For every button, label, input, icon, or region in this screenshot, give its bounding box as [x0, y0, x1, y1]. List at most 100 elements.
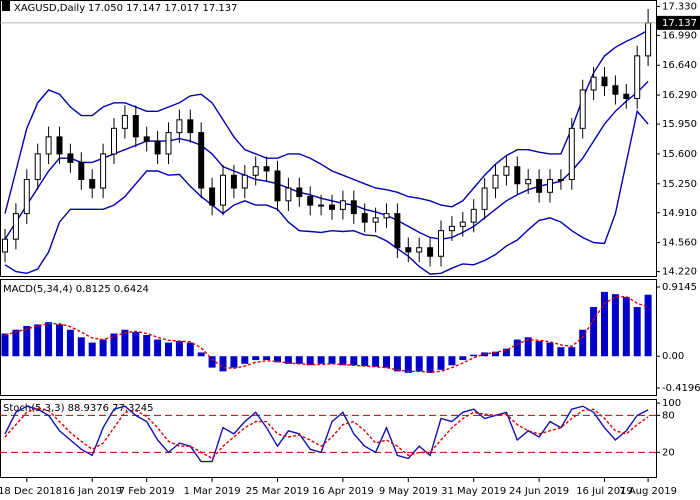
- candle-body: [612, 85, 619, 95]
- candle-body: [329, 204, 335, 210]
- candle-body: [547, 179, 553, 193]
- quote: 17.050 17.147 17.017 17.137: [88, 3, 238, 14]
- candle-body: [568, 127, 575, 181]
- candle-body: [263, 166, 270, 172]
- macd-bar: [56, 324, 63, 357]
- macd-bar: [622, 297, 630, 357]
- candle-body: [438, 230, 444, 257]
- candle-body: [154, 140, 161, 155]
- macd-bar: [383, 356, 390, 368]
- macd-bar: [513, 339, 521, 357]
- candle-body: [634, 55, 641, 99]
- y-tick-label: 14.560: [662, 238, 697, 249]
- macd-bar: [524, 337, 532, 357]
- stoch-panel: [0, 399, 657, 478]
- candle-body: [448, 225, 455, 232]
- candle-body: [100, 153, 107, 189]
- y-tick-label: 14.220: [662, 267, 697, 278]
- macd-bar: [404, 356, 412, 373]
- y-tick-label: 15.600: [662, 149, 697, 160]
- candle-body: [209, 187, 216, 206]
- macd-bar: [426, 356, 434, 373]
- macd-bar: [590, 307, 598, 357]
- stoch-title: Stoch(5,3,3) 88.9376 77.3245: [3, 403, 154, 414]
- candle-body: [579, 89, 586, 129]
- macd-bar: [165, 342, 172, 357]
- candle-body: [339, 200, 346, 210]
- macd-bar: [252, 356, 260, 361]
- macd-bar: [350, 356, 358, 366]
- candle-body: [296, 187, 303, 198]
- macd-bar: [295, 356, 303, 364]
- y-tick-label: -0.4196: [662, 383, 700, 394]
- candle-body: [12, 213, 19, 240]
- macd-bar: [393, 356, 401, 372]
- y-tick-label: 15.950: [662, 119, 697, 130]
- candle-body: [394, 213, 401, 249]
- macd-bar: [611, 294, 619, 357]
- candle-body: [307, 196, 314, 206]
- last-price-box: [657, 15, 700, 30]
- last-price-label: 17.137: [662, 18, 697, 29]
- macd-bar: [12, 329, 20, 357]
- candle-body: [492, 174, 499, 189]
- macd-bar: [448, 356, 456, 366]
- y-tick-label: 15.250: [662, 179, 697, 190]
- x-tick-label: 7 Feb 2019: [119, 486, 175, 497]
- candle-body: [361, 213, 368, 223]
- candle-body: [89, 179, 96, 189]
- y-tick-label: 0.00: [662, 351, 684, 362]
- macd-bar: [110, 333, 118, 357]
- x-tick-label: 16 Jul 2019: [576, 486, 633, 497]
- candle-body: [514, 166, 521, 185]
- price-panel: [0, 0, 657, 277]
- y-tick-label: 20: [662, 447, 675, 458]
- y-tick-label: 0.9145: [662, 282, 697, 293]
- x-tick-label: 16 Jan 2019: [62, 486, 122, 497]
- candle-body: [503, 166, 510, 176]
- bollinger-band: [4, 29, 649, 214]
- candle-body: [623, 93, 630, 99]
- candle-body: [23, 179, 30, 215]
- x-tick-label: 1 Mar 2019: [184, 486, 241, 497]
- candle-body: [241, 174, 248, 189]
- x-tick-label: 25 Mar 2019: [246, 486, 309, 497]
- macd-bar: [535, 341, 543, 357]
- y-tick-label: 80: [662, 410, 675, 421]
- symbol-title: XAGUSD,Daily: [14, 3, 85, 14]
- x-tick-label: 31 May 2019: [441, 486, 506, 497]
- macd-bar: [568, 347, 576, 357]
- candle-body: [2, 238, 8, 253]
- candle-body: [198, 132, 205, 189]
- candle-body: [405, 247, 412, 253]
- macd-bar: [306, 356, 314, 366]
- x-tick-label: 24 Jun 2019: [509, 486, 569, 497]
- macd-bar: [99, 339, 107, 357]
- macd-bar: [437, 356, 445, 370]
- macd-bar: [459, 356, 467, 361]
- macd-bar: [263, 356, 271, 361]
- candle-body: [56, 136, 63, 155]
- macd-bar: [502, 348, 510, 357]
- signal-line: [4, 295, 649, 373]
- macd-bar: [470, 354, 478, 357]
- macd-bar: [1, 333, 9, 357]
- candle-body: [590, 76, 597, 91]
- candle-body: [525, 179, 532, 185]
- macd-panel: [0, 279, 657, 396]
- macd-bar: [492, 351, 499, 357]
- macd-bar: [121, 329, 129, 357]
- macd-bar: [23, 325, 31, 357]
- macd-title: MACD(5,34,4) 0.8125 0.6424: [3, 284, 149, 295]
- candle-body: [645, 22, 652, 57]
- x-tick-label: 9 May 2019: [379, 486, 438, 497]
- macd-bar: [546, 342, 554, 357]
- candle-body: [78, 161, 85, 181]
- candle-body: [318, 204, 325, 207]
- macd-bar: [361, 356, 369, 367]
- macd-bar: [132, 332, 140, 357]
- candle-body: [176, 119, 183, 134]
- candle-body: [285, 187, 292, 202]
- candle-body: [601, 76, 608, 87]
- candle-body: [416, 247, 423, 253]
